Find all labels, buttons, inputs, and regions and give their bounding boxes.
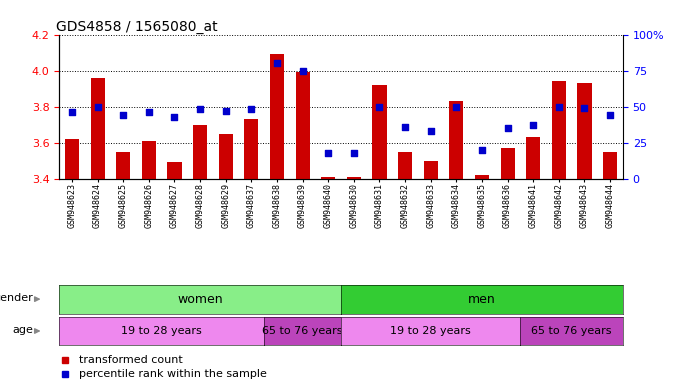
- Bar: [142, 141, 156, 179]
- Point: [66, 109, 77, 116]
- Bar: [475, 175, 489, 179]
- Text: percentile rank within the sample: percentile rank within the sample: [79, 369, 267, 379]
- Point: [374, 104, 385, 110]
- Bar: [244, 119, 258, 179]
- Bar: [552, 81, 566, 179]
- Bar: [168, 162, 182, 179]
- Bar: [321, 177, 335, 179]
- Point: [92, 104, 103, 110]
- Text: gender: gender: [0, 293, 33, 303]
- Point: [451, 104, 462, 110]
- Point: [118, 112, 129, 118]
- Point: [348, 150, 359, 156]
- Bar: [65, 139, 79, 179]
- Point: [605, 112, 616, 118]
- Text: transformed count: transformed count: [79, 355, 182, 365]
- Text: 19 to 28 years: 19 to 28 years: [121, 326, 202, 336]
- Point: [220, 108, 231, 114]
- Point: [194, 106, 206, 113]
- Point: [271, 60, 283, 66]
- Bar: [270, 55, 284, 179]
- Point: [169, 114, 180, 120]
- Bar: [500, 148, 514, 179]
- Bar: [424, 161, 438, 179]
- Bar: [116, 152, 130, 179]
- Point: [246, 106, 257, 113]
- Text: GDS4858 / 1565080_at: GDS4858 / 1565080_at: [56, 20, 218, 33]
- Bar: [90, 78, 104, 179]
- Bar: [450, 101, 464, 179]
- Point: [502, 125, 513, 131]
- Bar: [578, 83, 592, 179]
- Bar: [526, 137, 540, 179]
- Bar: [193, 124, 207, 179]
- Bar: [398, 152, 412, 179]
- Point: [143, 109, 155, 116]
- Text: 65 to 76 years: 65 to 76 years: [532, 326, 612, 336]
- Point: [400, 124, 411, 130]
- Bar: [219, 134, 232, 179]
- Text: men: men: [468, 293, 496, 306]
- Text: women: women: [177, 293, 223, 306]
- Text: 65 to 76 years: 65 to 76 years: [262, 326, 343, 336]
- Bar: [347, 177, 361, 179]
- Point: [528, 122, 539, 128]
- Bar: [296, 72, 310, 179]
- Point: [553, 104, 564, 110]
- Text: age: age: [13, 324, 33, 334]
- Text: 19 to 28 years: 19 to 28 years: [390, 326, 471, 336]
- Point: [323, 150, 334, 156]
- Bar: [603, 152, 617, 179]
- Point: [579, 105, 590, 111]
- Bar: [372, 85, 386, 179]
- Point: [425, 128, 436, 134]
- Point: [297, 68, 308, 74]
- Point: [476, 147, 487, 153]
